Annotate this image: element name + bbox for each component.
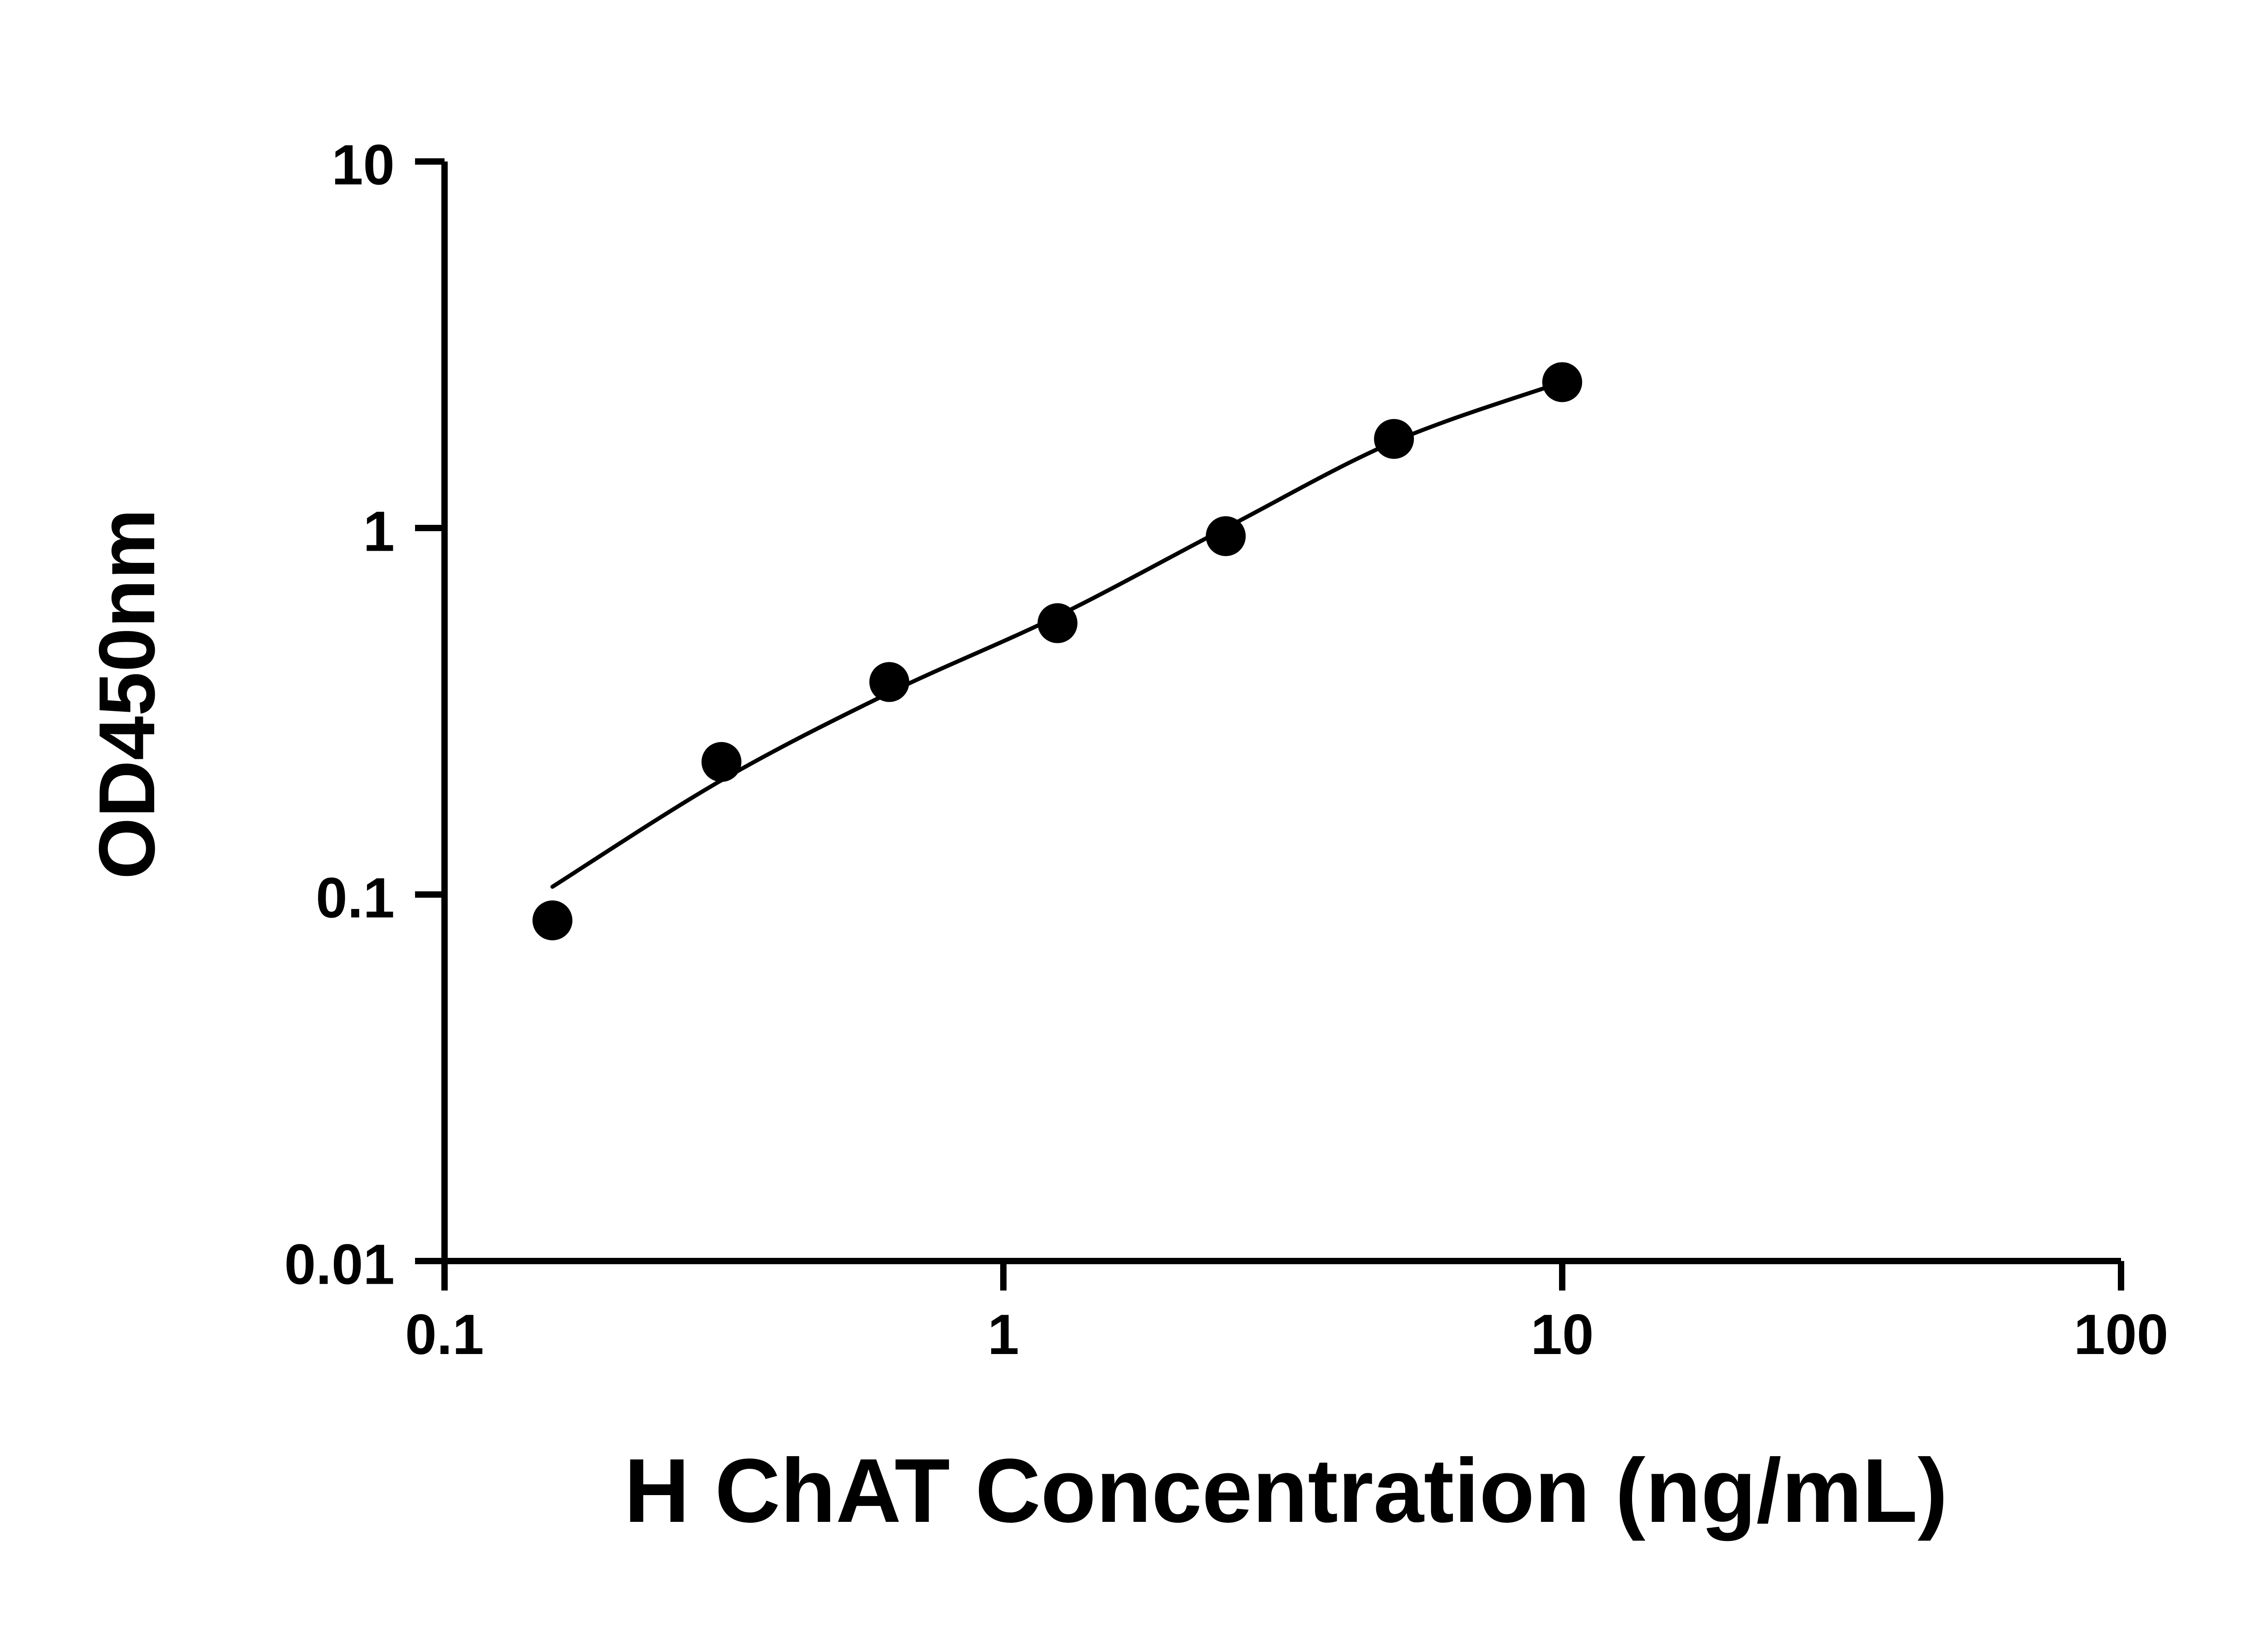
data-point-marker [1542, 362, 1582, 402]
data-point-marker [1037, 603, 1078, 643]
x-tick-label: 0.1 [405, 1303, 484, 1366]
data-point-marker [869, 662, 909, 702]
x-tick-label: 1 [987, 1303, 1019, 1366]
data-point-marker [532, 900, 572, 941]
x-axis-title: H ChAT Concentration (ng/mL) [624, 1440, 1948, 1541]
axis-spines [441, 161, 2121, 1264]
y-tick-label: 10 [332, 134, 395, 197]
y-tick-label: 1 [363, 500, 395, 563]
data-point-marker [1206, 516, 1246, 556]
data-point-marker [1374, 419, 1414, 459]
data-series [532, 362, 1582, 941]
y-tick-label: 0.1 [316, 867, 395, 930]
y-tick-label: 0.01 [284, 1233, 395, 1296]
data-point-marker [701, 742, 742, 782]
x-tick-label: 10 [1530, 1303, 1593, 1366]
y-axis-title: OD450nm [83, 509, 171, 880]
x-tick-label: 100 [2074, 1303, 2169, 1366]
